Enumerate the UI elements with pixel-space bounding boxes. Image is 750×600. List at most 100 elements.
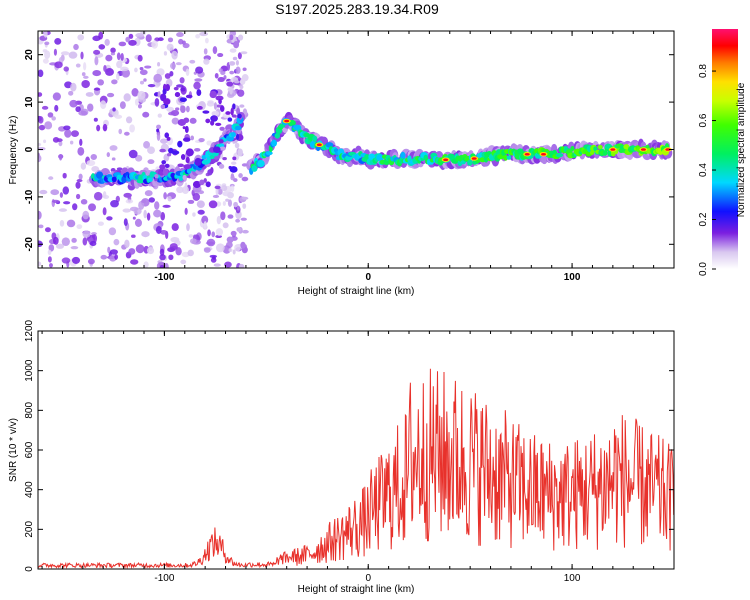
noise-blob <box>175 247 182 256</box>
noise-blob <box>89 240 97 247</box>
noise-blob <box>163 51 168 56</box>
noise-blob <box>62 186 70 195</box>
noise-blob <box>170 62 176 70</box>
noise-blob <box>61 237 70 247</box>
noise-blob <box>68 90 74 96</box>
noise-blob <box>148 197 155 203</box>
noise-blob <box>110 47 116 54</box>
noise-blob <box>76 178 83 183</box>
noise-blob <box>47 256 52 263</box>
noise-blob <box>72 203 78 211</box>
ridge-core <box>271 139 277 147</box>
noise-blob <box>154 97 160 107</box>
noise-blob <box>38 124 46 131</box>
noise-blob <box>216 215 222 225</box>
noise-blob <box>237 148 243 157</box>
noise-blob <box>185 148 194 157</box>
noise-blob <box>164 163 170 168</box>
noise-blob <box>232 103 236 110</box>
spectrogram-xlabel: Height of straight line (km) <box>298 286 415 297</box>
noise-blob <box>194 147 201 152</box>
noise-blob <box>177 163 184 168</box>
noise-blob <box>167 195 172 202</box>
noise-blob <box>114 114 123 119</box>
noise-blob <box>157 37 164 42</box>
noise-blob <box>54 61 63 69</box>
ridge-hotspot-core <box>316 143 322 147</box>
noise-blob <box>168 254 174 261</box>
noise-blob <box>219 146 226 151</box>
noise-blob <box>208 200 218 209</box>
noise-blob <box>75 181 81 189</box>
noise-blob <box>77 34 85 41</box>
noise-blob <box>230 185 235 192</box>
ridge-core <box>467 159 473 166</box>
noise-blob <box>87 103 94 112</box>
noise-blob <box>222 157 227 161</box>
noise-blob <box>236 205 240 211</box>
noise-blob <box>69 99 78 108</box>
noise-blob <box>123 208 129 213</box>
noise-blob <box>235 60 239 66</box>
noise-blob <box>235 218 241 223</box>
noise-blob <box>203 247 211 253</box>
noise-blob <box>100 254 108 260</box>
noise-blob <box>173 86 179 91</box>
noise-blob <box>71 256 81 264</box>
noise-blob <box>42 49 48 53</box>
ridge-core <box>593 146 598 152</box>
noise-blob <box>212 46 218 55</box>
noise-blob <box>196 200 205 208</box>
noise-blob <box>241 196 249 200</box>
noise-blob <box>151 40 159 49</box>
noise-blob <box>182 42 190 49</box>
noise-blob <box>86 159 96 167</box>
noise-blob <box>97 221 104 226</box>
noise-blob <box>234 244 241 252</box>
noise-blob <box>175 107 180 111</box>
colorbar-label: Normalized spectral amplitude <box>736 82 747 217</box>
noise-blob <box>206 238 216 247</box>
noise-blob <box>141 231 150 238</box>
noise-blob <box>125 199 134 204</box>
noise-blob <box>182 137 191 142</box>
noise-blob <box>93 191 103 201</box>
noise-blob <box>233 201 238 208</box>
colorbar-tick-label: 0.2 <box>698 212 709 226</box>
noise-blob <box>73 43 79 51</box>
noise-blob <box>185 94 193 99</box>
noise-blob <box>196 89 202 97</box>
noise-blob <box>137 90 146 100</box>
noise-blob <box>193 81 201 90</box>
x-tick-label: 100 <box>564 573 581 584</box>
noise-blob <box>53 48 57 56</box>
noise-blob <box>235 66 241 74</box>
noise-blob <box>144 190 153 197</box>
noise-blob <box>116 52 121 61</box>
noise-blob <box>229 88 233 95</box>
noise-blob <box>43 31 48 38</box>
noise-blob <box>199 31 209 37</box>
noise-blob <box>63 66 70 72</box>
ridge-core <box>230 132 236 138</box>
noise-blob <box>215 243 225 253</box>
noise-blob <box>116 73 120 81</box>
ridge-hotspot-core <box>610 148 616 151</box>
noise-blob <box>42 58 49 64</box>
ridge-core <box>312 135 318 143</box>
noise-blob <box>92 70 102 77</box>
ridge-core <box>376 154 384 162</box>
noise-blob <box>233 40 240 49</box>
noise-blob <box>130 259 139 265</box>
noise-blob <box>171 50 178 60</box>
noise-blob <box>139 69 148 76</box>
noise-blob <box>102 207 107 216</box>
noise-blob <box>76 224 83 230</box>
x-tick-label: 0 <box>365 272 371 283</box>
noise-blob <box>234 80 240 84</box>
noise-blob <box>185 156 190 164</box>
noise-blob <box>146 212 151 221</box>
noise-blob <box>96 124 101 132</box>
noise-blob <box>123 93 131 102</box>
